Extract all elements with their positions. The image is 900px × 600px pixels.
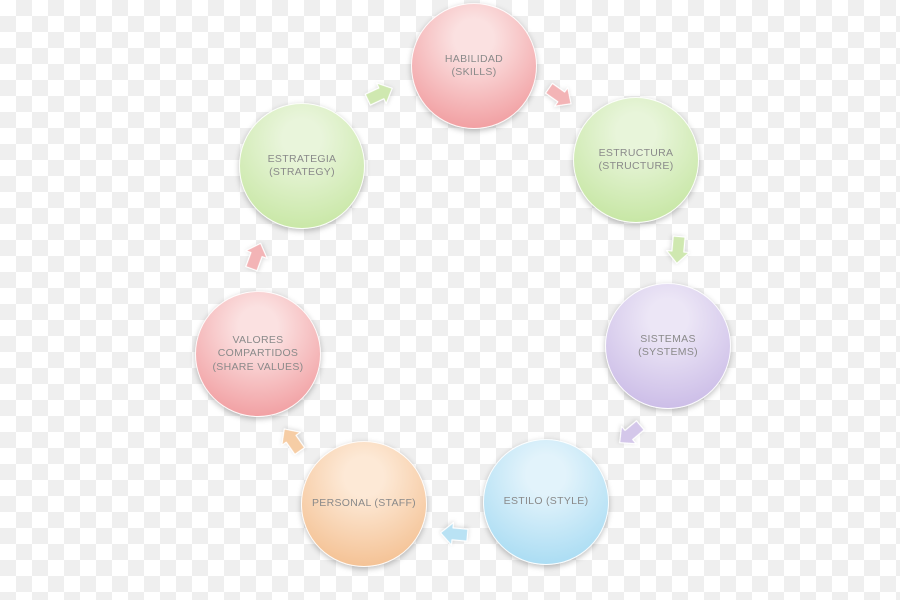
cycle-node-label: SISTEMAS (SYSTEMS): [616, 333, 720, 359]
cycle-node-label: ESTILO (STYLE): [504, 495, 589, 508]
cycle-node-label: VALORES COMPARTIDOS (SHARE VALUES): [206, 334, 310, 373]
cycle-node-values: VALORES COMPARTIDOS (SHARE VALUES): [195, 291, 321, 417]
cycle-node-label: PERSONAL (STAFF): [312, 497, 416, 510]
cycle-node-label: ESTRATEGIA (STRATEGY): [250, 153, 354, 179]
cycle-arrow: [271, 419, 313, 461]
cycle-node-skills: HABILIDAD (SKILLS): [411, 3, 537, 129]
diagram-canvas: HABILIDAD (SKILLS) ESTRUCTURA (STRUCTURE)…: [0, 0, 900, 600]
cycle-arrow: [609, 413, 651, 455]
cycle-node-strategy: ESTRATEGIA (STRATEGY): [239, 103, 365, 229]
cycle-node-label: ESTRUCTURA (STRUCTURE): [584, 147, 688, 173]
cycle-arrow: [662, 234, 695, 267]
cycle-arrow: [237, 237, 275, 275]
cycle-arrow: [438, 518, 471, 551]
cycle-node-style: ESTILO (STYLE): [483, 439, 609, 565]
cycle-node-systems: SISTEMAS (SYSTEMS): [605, 283, 731, 409]
cycle-arrow: [360, 74, 400, 114]
cycle-arrow: [539, 75, 581, 117]
cycle-node-staff: PERSONAL (STAFF): [301, 441, 427, 567]
cycle-node-label: HABILIDAD (SKILLS): [422, 53, 526, 79]
cycle-node-structure: ESTRUCTURA (STRUCTURE): [573, 97, 699, 223]
